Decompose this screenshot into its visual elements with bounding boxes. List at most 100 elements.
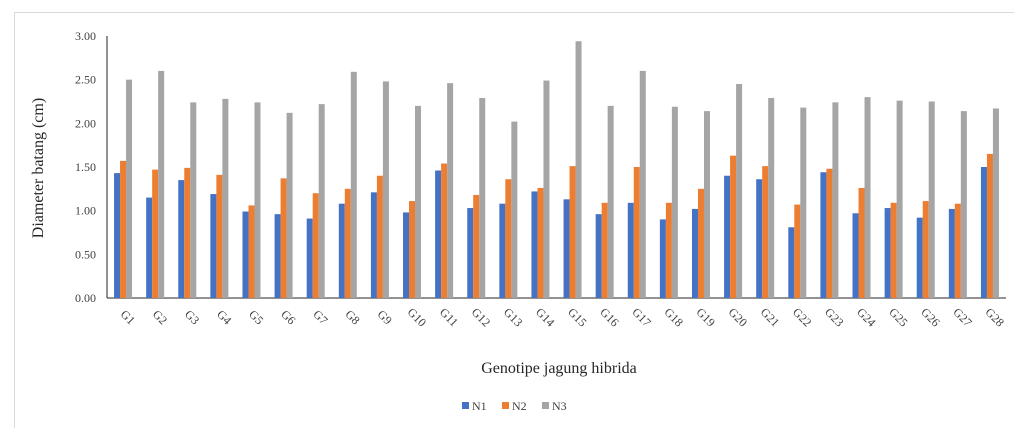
x-tick-label: G2 xyxy=(150,307,170,327)
bar-n3-g1 xyxy=(126,79,133,298)
x-axis-ticks: G1 G2 G3 G4 G5 G6 G7 G8 G9 G10 G11 G12 G13 G14 G15 G16 G… xyxy=(118,305,1007,330)
x-tick-label: G13 xyxy=(501,305,526,330)
bar-n2-g19 xyxy=(697,188,704,298)
bar-n1-g4 xyxy=(210,194,217,298)
bar-n1-g11 xyxy=(435,170,442,298)
bar-n3-g8 xyxy=(350,71,357,298)
bar-n2-g16 xyxy=(601,202,608,298)
legend: N1 N2 N3 xyxy=(462,399,567,413)
bar-n2-g25 xyxy=(890,202,897,298)
bar-n1-g15 xyxy=(563,199,570,298)
bar-n3-g6 xyxy=(286,112,293,298)
x-tick-label: G17 xyxy=(629,305,654,330)
bar-n3-g4 xyxy=(222,98,229,298)
x-tick-label: G16 xyxy=(597,305,622,330)
bar-n2-g12 xyxy=(473,194,480,298)
x-tick-label: G22 xyxy=(790,305,815,330)
legend-swatch-n1 xyxy=(462,402,469,409)
bar-n1-g21 xyxy=(756,179,763,298)
bar-n2-g1 xyxy=(120,160,127,298)
bar-n3-g13 xyxy=(511,121,518,298)
x-tick-label: G15 xyxy=(565,305,590,330)
bar-n3-g26 xyxy=(928,101,935,298)
bar-n2-g3 xyxy=(184,167,191,298)
bar-n2-g13 xyxy=(505,179,512,298)
bar-n1-g9 xyxy=(370,192,377,298)
bar-n1-g16 xyxy=(595,214,602,298)
bar-n3-g10 xyxy=(415,105,422,299)
bar-n2-g10 xyxy=(409,201,416,298)
bar-n3-g17 xyxy=(639,70,646,299)
bar-n1-g10 xyxy=(403,212,410,298)
bar-n1-g26 xyxy=(916,217,923,298)
y-tick-label: 2.50 xyxy=(75,73,96,87)
bar-n3-g16 xyxy=(607,105,614,299)
bar-n1-g2 xyxy=(146,197,153,298)
bar-n3-g5 xyxy=(254,102,261,299)
x-tick-label: G24 xyxy=(854,305,879,330)
bar-n3-g22 xyxy=(800,107,807,298)
bar-n2-g27 xyxy=(954,203,961,298)
bars xyxy=(114,41,999,299)
x-tick-label: G5 xyxy=(246,307,266,327)
bar-n1-g20 xyxy=(724,175,731,298)
x-tick-label: G18 xyxy=(661,305,686,330)
bar-n3-g18 xyxy=(671,106,678,299)
legend-swatch-n3 xyxy=(542,402,549,409)
bar-n1-g24 xyxy=(852,213,859,298)
bar-n2-g11 xyxy=(441,163,448,298)
bar-n1-g5 xyxy=(242,211,249,298)
bar-n1-g1 xyxy=(114,173,121,298)
bar-n2-g22 xyxy=(794,204,801,298)
x-tick-label: G19 xyxy=(694,305,719,330)
x-tick-label: G28 xyxy=(983,305,1008,330)
bar-n2-g15 xyxy=(569,166,576,298)
x-tick-label: G21 xyxy=(758,305,783,330)
y-tick-label: 1.00 xyxy=(75,204,96,218)
bar-n1-g14 xyxy=(531,191,538,298)
bar-n1-g18 xyxy=(659,219,666,298)
bar-n3-g24 xyxy=(864,97,871,298)
bar-n2-g6 xyxy=(280,178,287,298)
bar-n1-g19 xyxy=(691,208,698,298)
x-tick-label: G7 xyxy=(310,307,330,327)
y-tick-label: 1.50 xyxy=(75,160,96,174)
legend-swatch-n2 xyxy=(502,402,509,409)
bar-n1-g28 xyxy=(980,167,987,298)
legend-label-n3: N3 xyxy=(552,399,567,413)
bar-n3-g28 xyxy=(992,108,999,299)
bar-n3-g19 xyxy=(703,111,710,298)
bar-n3-g23 xyxy=(832,102,839,299)
bar-n1-g23 xyxy=(820,172,827,298)
y-axis-title: Diameter batang (cm) xyxy=(30,98,47,238)
x-axis-title: Genotipe jagung hibrida xyxy=(481,360,637,377)
bar-n2-g2 xyxy=(152,169,159,298)
y-tick-label: 0.00 xyxy=(75,291,96,305)
x-tick-label: G26 xyxy=(918,305,943,330)
bar-n2-g5 xyxy=(248,205,255,298)
bar-n2-g18 xyxy=(665,202,672,298)
x-tick-label: G14 xyxy=(533,305,558,330)
x-tick-label: G6 xyxy=(278,307,298,327)
bar-n3-g11 xyxy=(447,83,454,298)
bar-n1-g6 xyxy=(274,214,281,298)
y-tick-label: 0.50 xyxy=(75,247,96,261)
bar-n3-g2 xyxy=(158,70,165,299)
y-tick-label: 3.00 xyxy=(75,29,96,43)
bar-n2-g21 xyxy=(762,166,769,298)
x-tick-label: G11 xyxy=(437,305,461,329)
bar-n2-g26 xyxy=(922,201,929,298)
bar-n3-g9 xyxy=(382,81,389,298)
bar-n1-g7 xyxy=(306,218,313,298)
bar-n2-g23 xyxy=(826,168,833,298)
x-tick-label: G10 xyxy=(405,305,430,330)
legend-label-n2: N2 xyxy=(512,399,527,413)
bar-n2-g17 xyxy=(633,167,640,298)
x-tick-label: G12 xyxy=(469,305,494,330)
bar-n3-g14 xyxy=(543,80,550,298)
bar-n1-g8 xyxy=(338,203,345,298)
bar-n2-g20 xyxy=(730,155,737,298)
bar-n1-g22 xyxy=(788,227,795,298)
bar-n3-g27 xyxy=(960,111,967,298)
